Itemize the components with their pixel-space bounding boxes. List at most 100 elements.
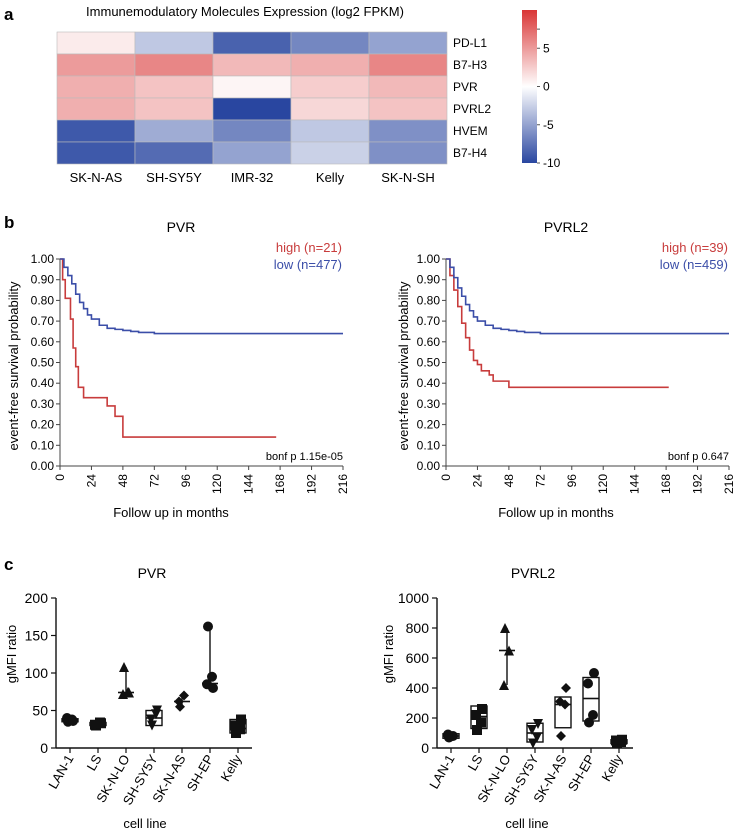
y-tick-label: 0.30 (31, 397, 55, 411)
x-tick-label: 48 (502, 474, 516, 488)
heatmap-col-label: Kelly (316, 170, 345, 185)
heatmap-cell (56, 53, 136, 77)
x-tick-label: 0 (53, 474, 67, 481)
x-tick-label: 144 (242, 474, 256, 494)
data-point (500, 623, 510, 633)
heatmap-cell (368, 141, 448, 165)
km-pvrl2-ylabel: event-free survival probability (396, 281, 411, 451)
heatmap-cell (134, 75, 214, 99)
data-point (527, 725, 537, 735)
survival-curve (446, 258, 729, 335)
box-pvr-xlabel: cell line (123, 816, 166, 831)
heatmap-cell (290, 53, 370, 77)
y-tick-label: 0.50 (417, 356, 441, 370)
y-tick-label: 0.60 (31, 335, 55, 349)
data-point (208, 683, 218, 693)
data-point (119, 662, 129, 672)
colorbar-tick-label: 0 (543, 80, 550, 94)
heatmap-row-label: PVR (453, 80, 478, 94)
data-point (68, 716, 78, 726)
y-tick-label: 0 (421, 740, 429, 756)
y-tick-label: 0.90 (417, 273, 441, 287)
heatmap-cell (290, 75, 370, 99)
heatmap-cell (368, 119, 448, 143)
data-point (476, 717, 486, 728)
y-tick-label: 200 (25, 590, 49, 606)
km-pvrl2-title: PVRL2 (544, 219, 589, 235)
data-point (146, 714, 156, 725)
colorbar (522, 10, 537, 163)
colorbar-tick-label: -5 (543, 118, 554, 132)
x-tick-label: 192 (305, 474, 319, 494)
y-tick-label: 0.00 (31, 459, 55, 473)
data-point (499, 680, 509, 690)
y-tick-label: 0.20 (31, 418, 55, 432)
data-point (443, 729, 453, 740)
y-tick-label: 50 (32, 703, 48, 719)
heatmap-cell (56, 119, 136, 143)
data-point (588, 710, 598, 720)
heatmap-cell (212, 97, 292, 121)
y-tick-label: 0.80 (417, 293, 441, 307)
km-pvr-panel: PVR Follow up in months event-free survi… (6, 219, 350, 520)
x-tick-label: 24 (84, 474, 98, 488)
data-point (611, 735, 621, 746)
heatmap-cell (56, 31, 136, 55)
x-tick-label: Kelly (599, 752, 626, 784)
x-tick-label: 72 (147, 474, 161, 488)
data-point (477, 704, 487, 714)
data-point (472, 725, 482, 735)
colorbar-tick-label: 5 (543, 41, 550, 55)
x-tick-label: LAN-1 (426, 752, 457, 791)
y-tick-label: 0 (40, 740, 48, 756)
x-tick-label: 96 (565, 474, 579, 488)
y-tick-label: 1.00 (31, 252, 55, 266)
y-tick-label: 400 (406, 680, 430, 696)
panel-label-c: c (4, 555, 13, 574)
heatmap-cell (368, 97, 448, 121)
x-tick-label: Kelly (218, 752, 245, 784)
x-tick-label: SH-EP (565, 752, 598, 794)
heatmap-cell (368, 31, 448, 55)
data-point (617, 734, 627, 745)
km-pvrl2-xlabel: Follow up in months (498, 505, 614, 520)
colorbar-tick-label: -10 (543, 156, 561, 170)
y-tick-label: 0.00 (417, 459, 441, 473)
heatmap-cell (134, 97, 214, 121)
data-point (471, 710, 481, 720)
y-tick-label: 0.10 (31, 438, 55, 452)
data-point (583, 678, 593, 689)
y-tick-label: 0.70 (31, 314, 55, 328)
y-tick-label: 800 (406, 620, 430, 636)
km-pvr-annotation: bonf p 1.15e-05 (266, 451, 343, 463)
km-pvrl2-annotation: bonf p 0.647 (668, 451, 729, 463)
box-pvrl2-xlabel: cell line (505, 816, 548, 831)
x-tick-label: LS (465, 752, 486, 774)
heatmap-panel: Immunemodulatory Molecules Expression (l… (56, 4, 561, 185)
data-point (230, 720, 240, 731)
x-tick-label: 72 (533, 474, 547, 488)
x-tick-label: 168 (273, 474, 287, 494)
x-tick-label: 0 (439, 474, 453, 481)
y-tick-label: 0.20 (417, 418, 441, 432)
data-point (152, 705, 162, 716)
km-pvr-legend-low: low (n=477) (274, 257, 342, 272)
data-point (528, 738, 538, 749)
heatmap-row-label: B7-H4 (453, 146, 487, 160)
km-pvr-title: PVR (167, 219, 196, 235)
box-pvrl2-panel: PVRL2 cell line gMFI ratio 0 200 400 600 800… (381, 565, 633, 831)
y-tick-label: 1.00 (417, 252, 441, 266)
heatmap-col-label: IMR-32 (231, 170, 274, 185)
y-tick-label: 0.30 (417, 397, 441, 411)
data-point (96, 718, 106, 729)
heatmap-cell (212, 119, 292, 143)
data-point (124, 687, 134, 698)
heatmap-row-label: PVRL2 (453, 102, 491, 116)
heatmap-col-label: SK-N-SH (381, 170, 434, 185)
panel-label-a: a (4, 5, 14, 24)
heatmap-cell (134, 119, 214, 143)
heatmap-cell (290, 97, 370, 121)
heatmap-row-label: HVEM (453, 124, 488, 138)
y-tick-label: 0.70 (417, 314, 441, 328)
box-pvr-title: PVR (138, 565, 167, 581)
